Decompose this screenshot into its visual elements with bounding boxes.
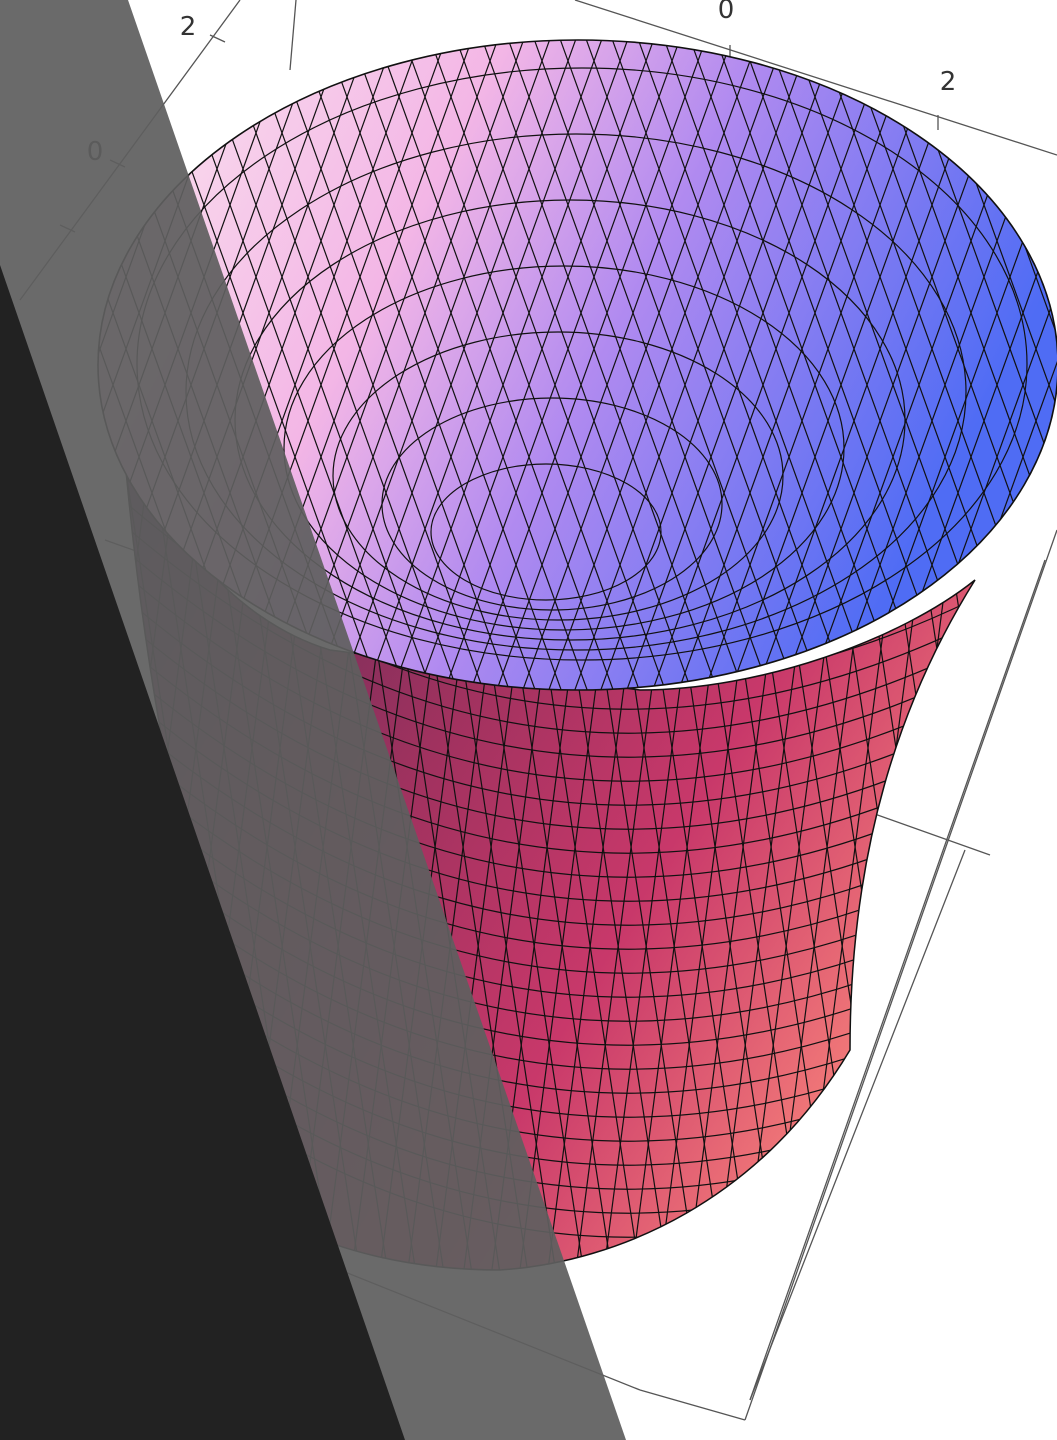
inner-mesh-line [623, 40, 885, 690]
inner-mesh-line [641, 40, 903, 690]
outer-mesh-line [1048, 380, 1057, 1300]
overlay-band-dark [0, 265, 405, 1440]
top-axis-tick-0: 0 [718, 0, 735, 25]
inner-mesh-line [303, 40, 565, 690]
inner-mesh-line [563, 40, 825, 690]
inner-surface [97, 39, 1057, 691]
inner-mesh-line [259, 40, 521, 690]
inner-mesh-line [329, 40, 591, 690]
top-axis-tick-2: 2 [940, 67, 957, 97]
inner-mesh-ring [283, 265, 845, 631]
inner-mesh-line [407, 40, 669, 690]
inner-mesh-line [849, 40, 1057, 690]
inner-mesh-line [485, 40, 747, 690]
inner-mesh-line [519, 40, 781, 690]
outer-mesh-line [1036, 380, 1057, 1300]
inner-mesh-line [459, 40, 721, 690]
left-axis-tick-2: 2 [180, 12, 197, 42]
inner-mesh-line [311, 40, 573, 690]
outer-mesh-line [1008, 380, 1057, 1300]
inner-mesh-line [493, 40, 755, 690]
inner-mesh-line [233, 40, 495, 690]
inner-mesh-line [433, 40, 695, 690]
inner-mesh-line [589, 40, 851, 690]
inner-mesh-line [649, 40, 911, 690]
inner-mesh-line [415, 40, 677, 690]
inner-mesh-line [675, 40, 937, 690]
outer-mesh-line [1020, 380, 1057, 1300]
inner-mesh-line [537, 40, 799, 690]
inner-mesh-line [667, 40, 929, 690]
inner-mesh-line [571, 40, 833, 690]
inner-mesh-line [467, 40, 729, 690]
inner-mesh-line [441, 40, 703, 690]
inner-mesh-line [363, 40, 625, 690]
inner-mesh-line [597, 40, 859, 690]
inner-mesh-ring [332, 331, 784, 621]
inner-mesh-line [381, 40, 643, 690]
inner-mesh-ring [381, 397, 723, 611]
inner-mesh-ring [430, 463, 662, 601]
inner-mesh-line [389, 40, 651, 690]
inner-mesh-line [355, 40, 617, 690]
